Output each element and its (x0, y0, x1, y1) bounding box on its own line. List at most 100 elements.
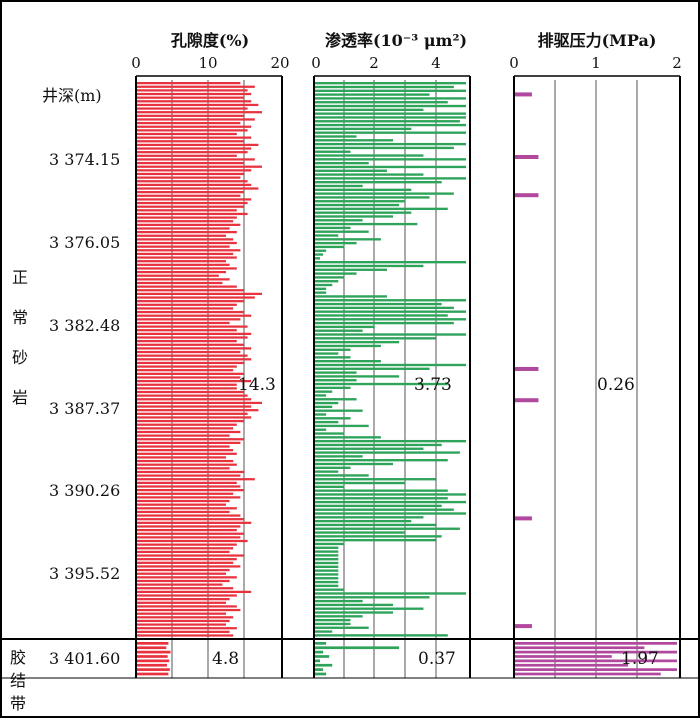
permeability-bar-normal-34 (314, 211, 412, 214)
permeability-bar-normal-24 (314, 173, 424, 176)
permeability-bar-normal-89 (314, 420, 339, 424)
permeability-bar-normal-29 (314, 192, 454, 195)
porosity-bar-normal-49 (136, 260, 226, 263)
permeability-bar-normal-32 (314, 203, 400, 207)
porosity-normal-mean: 14.3 (238, 375, 276, 395)
permeability-bar-normal-113 (314, 512, 466, 515)
permeability-bar-normal-22 (314, 165, 466, 169)
porosity-panel-title: 孔隙度(%) (171, 31, 249, 50)
depth-label-3: 3 382.48 (49, 316, 120, 335)
permeability-bar-normal-105 (314, 481, 406, 485)
pressure-tick-1: 1 (591, 54, 601, 72)
porosity-bar-normal-136 (136, 576, 237, 579)
porosity-bar-normal-130 (136, 554, 244, 557)
permeability-bar-normal-108 (314, 493, 466, 496)
permeability-bar-normal-131 (314, 580, 339, 584)
permeability-bar-normal-78 (314, 379, 357, 382)
permeability-bar-normal-85 (314, 405, 333, 409)
permeability-bar-cemented-5 (314, 663, 333, 667)
porosity-bar-normal-21 (136, 158, 255, 161)
permeability-bar-normal-81 (314, 390, 333, 393)
permeability-bar-normal-35 (314, 215, 394, 218)
permeability-bar-normal-86 (314, 409, 363, 412)
permeability-bar-normal-12 (314, 127, 412, 131)
porosity-bar-normal-152 (136, 634, 234, 637)
permeability-bar-normal-56 (314, 295, 387, 298)
porosity-bar-normal-142 (136, 598, 230, 601)
permeability-bar-normal-74 (314, 363, 466, 367)
permeability-bar-normal-114 (314, 516, 424, 519)
permeability-bar-normal-27 (314, 184, 363, 188)
porosity-bar-normal-44 (136, 241, 237, 245)
permeability-bar-normal-65 (314, 329, 363, 332)
porosity-bar-cemented-5 (136, 663, 167, 667)
permeability-bar-normal-140 (314, 615, 363, 618)
permeability-bar-normal-9 (314, 116, 466, 119)
porosity-bar-normal-18 (136, 147, 252, 150)
porosity-bar-normal-122 (136, 525, 241, 528)
permeability-bar-normal-123 (314, 550, 339, 553)
pressure-bar-cemented-0 (514, 642, 677, 645)
porosity-bar-normal-88 (136, 401, 262, 405)
porosity-bar-normal-77 (136, 361, 244, 365)
permeability-bar-normal-73 (314, 360, 381, 363)
porosity-bar-normal-104 (136, 459, 234, 463)
porosity-bar-normal-148 (136, 619, 230, 623)
permeability-bar-normal-91 (314, 428, 327, 431)
porosity-bar-normal-87 (136, 398, 252, 401)
porosity-bar-normal-96 (136, 430, 241, 434)
permeability-bar-normal-23 (314, 169, 387, 172)
porosity-bar-normal-110 (136, 481, 237, 484)
porosity-bar-normal-93 (136, 419, 244, 423)
permeability-bar-normal-13 (314, 131, 466, 134)
permeability-bar-normal-49 (314, 268, 387, 271)
permeability-bar-normal-94 (314, 439, 466, 443)
permeability-bar-normal-142 (314, 622, 351, 626)
permeability-bar-normal-135 (314, 596, 430, 599)
porosity-bar-normal-74 (136, 350, 241, 354)
porosity-bar-normal-29 (136, 187, 259, 190)
permeability-bar-normal-88 (314, 417, 351, 420)
porosity-bar-normal-83 (136, 383, 237, 386)
permeability-bar-normal-20 (314, 158, 466, 161)
zone-cemented-char-3: 带 (10, 694, 26, 713)
permeability-bar-normal-25 (314, 177, 466, 180)
porosity-bar-normal-25 (136, 172, 244, 176)
depth-label-7: 3 401.60 (49, 649, 120, 668)
permeability-bar-normal-40 (314, 234, 339, 237)
permeability-bar-normal-143 (314, 626, 369, 629)
porosity-bar-normal-105 (136, 463, 237, 466)
permeability-bar-normal-115 (314, 519, 412, 523)
permeability-bar-cemented-0 (314, 642, 327, 645)
permeability-bar-normal-120 (314, 538, 436, 542)
porosity-bar-normal-129 (136, 550, 230, 554)
porosity-bar-normal-60 (136, 300, 244, 303)
pressure-cemented-mean: 1.97 (621, 649, 659, 669)
porosity-bar-normal-38 (136, 220, 234, 223)
porosity-bar-normal-138 (136, 583, 223, 586)
permeability-bar-normal-42 (314, 241, 357, 245)
permeability-bar-normal-61 (314, 314, 448, 317)
permeability-bar-normal-100 (314, 462, 394, 466)
porosity-bar-normal-28 (136, 183, 252, 186)
porosity-bar-normal-34 (136, 205, 244, 208)
porosity-bar-normal-106 (136, 467, 230, 470)
porosity-bar-normal-97 (136, 434, 230, 437)
permeability-bar-normal-116 (314, 523, 436, 527)
permeability-bar-normal-31 (314, 200, 406, 203)
porosity-bar-normal-147 (136, 616, 234, 619)
permeability-bar-normal-107 (314, 489, 448, 492)
permeability-bar-normal-10 (314, 120, 460, 123)
pressure-bar-cemented-4 (514, 659, 677, 663)
porosity-cemented-mean: 4.8 (212, 649, 239, 669)
porosity-bar-normal-128 (136, 547, 234, 550)
permeability-bar-normal-72 (314, 356, 351, 359)
porosity-bar-cemented-4 (136, 659, 170, 663)
permeability-bar-normal-69 (314, 344, 381, 348)
porosity-bar-normal-123 (136, 528, 237, 532)
depth-label-2: 3 376.05 (49, 233, 120, 252)
porosity-bar-normal-102 (136, 452, 237, 455)
pressure-bar-cemented-6 (514, 668, 677, 671)
permeability-bar-normal-36 (314, 219, 363, 222)
